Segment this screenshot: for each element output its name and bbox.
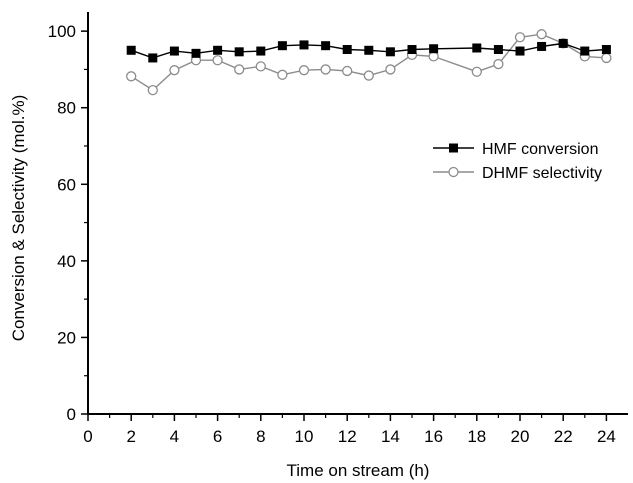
data-point xyxy=(601,45,611,55)
legend-marker xyxy=(449,143,458,153)
data-point xyxy=(169,65,180,76)
data-point xyxy=(363,70,374,81)
data-point xyxy=(428,51,439,62)
data-point xyxy=(126,71,137,82)
y-tick-label: 60 xyxy=(57,175,76,194)
data-point xyxy=(169,46,179,56)
data-point xyxy=(429,44,439,54)
legend-label: HMF conversion xyxy=(482,141,598,158)
data-point xyxy=(536,29,547,40)
data-point xyxy=(342,65,353,77)
x-tick-label: 2 xyxy=(126,427,135,446)
data-point xyxy=(320,64,331,75)
data-point xyxy=(537,41,547,51)
x-tick-label: 12 xyxy=(338,427,357,446)
legend: HMF conversion DHMF selectivity xyxy=(433,141,602,182)
x-tick-label: 6 xyxy=(213,427,222,446)
y-tick-label: 100 xyxy=(48,22,76,41)
data-point xyxy=(321,41,331,51)
data-point xyxy=(471,66,482,77)
x-tick-label: 22 xyxy=(554,427,573,446)
y-tick-label: 80 xyxy=(57,99,76,118)
data-point xyxy=(364,45,374,55)
legend-marker xyxy=(448,166,459,178)
data-point xyxy=(601,52,612,64)
data-point xyxy=(515,46,525,56)
x-tick-label: 14 xyxy=(381,427,400,446)
data-point xyxy=(407,45,417,55)
data-point xyxy=(342,45,352,55)
series-line xyxy=(130,42,607,59)
data-point xyxy=(212,55,223,66)
data-point xyxy=(126,45,136,55)
x-tick-label: 16 xyxy=(424,427,443,446)
data-point xyxy=(277,41,287,51)
data-point xyxy=(256,46,266,56)
x-tick-label: 10 xyxy=(295,427,314,446)
data-point xyxy=(277,69,288,80)
y-tick-label: 40 xyxy=(57,252,76,271)
data-point xyxy=(148,53,158,63)
data-point xyxy=(493,45,503,55)
x-tick-label: 8 xyxy=(256,427,265,446)
x-tick-label: 20 xyxy=(511,427,530,446)
data-point xyxy=(213,45,223,55)
data-point xyxy=(558,38,568,48)
x-tick-label: 18 xyxy=(467,427,486,446)
data-point xyxy=(147,84,158,96)
data-point xyxy=(299,40,309,50)
data-point xyxy=(234,47,244,57)
x-tick-label: 4 xyxy=(170,427,179,446)
series-line xyxy=(130,33,607,91)
y-tick-label: 20 xyxy=(57,328,76,347)
x-axis-title: Time on stream (h) xyxy=(287,461,430,480)
data-point xyxy=(472,43,482,53)
data-point xyxy=(191,48,201,58)
data-point xyxy=(255,61,266,72)
data-point xyxy=(385,47,395,57)
y-tick-label: 0 xyxy=(67,405,76,424)
x-tick-label: 0 xyxy=(83,427,92,446)
data-point xyxy=(493,58,504,70)
data-point xyxy=(580,46,590,56)
data-point xyxy=(514,32,526,43)
plot-area xyxy=(126,29,612,96)
legend-label: DHMF selectivity xyxy=(482,165,602,182)
data-point xyxy=(385,64,396,75)
x-tick-label: 24 xyxy=(597,427,616,446)
data-point xyxy=(298,65,310,76)
data-point xyxy=(234,64,245,75)
y-axis-title: Conversion & Selectivity (mol.%) xyxy=(9,95,28,342)
